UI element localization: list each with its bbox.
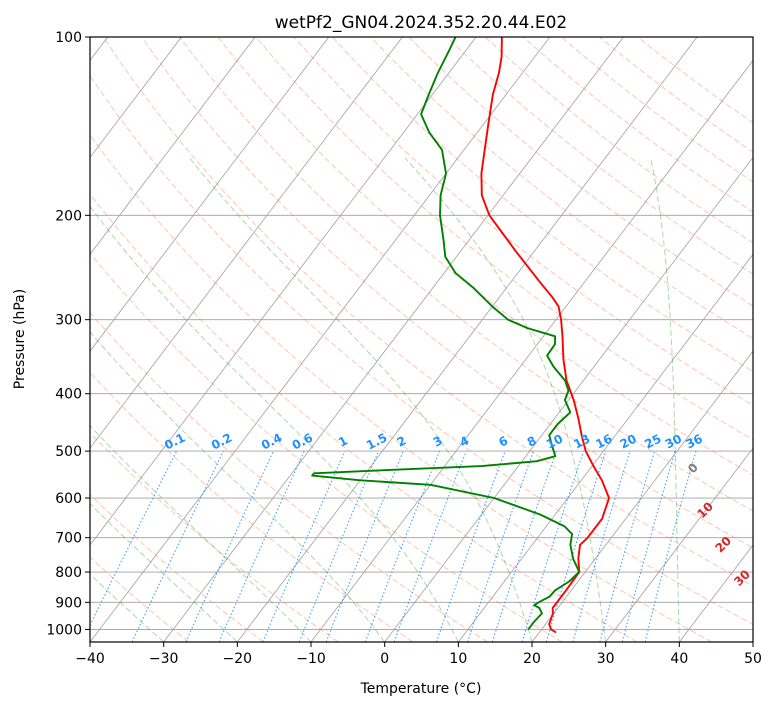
y-tick-label: 900	[55, 595, 82, 611]
x-tick-label: 10	[449, 651, 467, 667]
axes: −40 −30 −20 −10 0 10 20 30 40 50 100 200 300 400 500 60…	[46, 30, 762, 667]
mixing-ratio-line	[185, 450, 274, 642]
y-tick-label: 700	[55, 531, 82, 547]
moist-adiabat	[90, 205, 459, 642]
y-tick-label: 300	[55, 313, 82, 329]
y-axis-label: Pressure (hPa)	[12, 289, 28, 389]
y-tick-label: 100	[55, 30, 82, 46]
x-tick-label: −10	[296, 651, 326, 667]
moist-adiabat	[650, 157, 680, 642]
moist-adiabat	[90, 425, 312, 642]
dewpoint-profile	[311, 37, 581, 630]
dry-adiabat	[484, 37, 753, 244]
mixing-ratio-label: 16	[593, 432, 614, 452]
plot-frame	[89, 36, 754, 643]
mixing-ratio-label: 36	[684, 432, 705, 452]
mixing-ratio-line	[262, 450, 346, 642]
mixing-ratio-line	[545, 450, 607, 642]
isotherm-line	[384, 156, 753, 642]
dry-adiabat	[90, 74, 753, 625]
isotherm-line	[90, 37, 256, 255]
dry-adiabat	[255, 37, 753, 441]
mixing-ratio-line	[435, 450, 506, 642]
mixing-ratio-label: 13	[571, 432, 592, 452]
moist-adiabat	[404, 157, 607, 642]
moist-adiabat	[752, 627, 753, 642]
dry-adiabat	[90, 193, 638, 642]
mixing-ratio-line	[364, 450, 441, 642]
mixing-ratio-line	[218, 450, 305, 642]
x-tick-label: −40	[75, 651, 105, 667]
dry-adiabat	[90, 311, 488, 642]
mixing-ratio-line	[491, 450, 557, 642]
y-tick-label: 200	[55, 208, 82, 224]
isotherm-line	[90, 37, 551, 642]
dry-adiabat	[446, 37, 753, 275]
mixing-ratio-label: 10	[544, 432, 565, 452]
chart-title: wetPf2_GN04.2024.352.20.44.E02	[275, 13, 567, 33]
mixing-ratio-line	[298, 450, 380, 642]
isotherm-line	[752, 641, 753, 642]
x-tick-label: 0	[380, 651, 389, 667]
mixing-ratio-line	[521, 450, 585, 642]
y-tick-label: 500	[55, 444, 82, 460]
dry-adiabat	[90, 252, 563, 642]
temperature-profile	[480, 37, 610, 634]
mixing-ratio-label: 25	[642, 432, 663, 452]
dry-adiabat	[217, 37, 753, 476]
isotherm-line	[605, 447, 753, 642]
isotherm-line	[310, 59, 753, 642]
isotherm-line	[237, 37, 698, 642]
isotherm-line	[163, 37, 624, 642]
dry-adiabat	[522, 37, 753, 213]
moist-adiabat	[90, 502, 238, 642]
y-tick-label: 400	[55, 387, 82, 403]
moist-adiabat	[90, 331, 386, 642]
mixing-ratio-label: 20	[618, 432, 639, 452]
y-tick-label: 1000	[46, 622, 82, 638]
x-tick-label: 50	[744, 651, 762, 667]
mixing-ratio-label: 30	[663, 432, 684, 452]
mixing-ratio-line	[466, 450, 535, 642]
dry-adiabat	[103, 37, 753, 587]
x-tick-label: −30	[149, 651, 179, 667]
dry-adiabat	[179, 37, 753, 512]
dry-adiabat	[408, 37, 753, 307]
x-tick-label: −20	[223, 651, 253, 667]
plot-area	[90, 37, 753, 642]
dry-adiabat	[90, 371, 414, 642]
isotherm-line	[531, 350, 753, 642]
plot-layer	[90, 37, 753, 642]
dry-adiabat	[90, 432, 339, 642]
dry-adiabat	[332, 37, 753, 373]
x-tick-label: 20	[523, 651, 541, 667]
moist-adiabat	[189, 157, 533, 642]
isotherm-line	[458, 253, 753, 642]
isotherm-line	[90, 37, 477, 546]
y-tick-label: 800	[55, 565, 82, 581]
moist-adiabat	[90, 573, 165, 642]
isotherm-line	[90, 37, 182, 159]
dry-adiabat	[90, 134, 712, 642]
dry-adiabat	[141, 37, 753, 549]
x-axis-label: Temperature (°C)	[360, 681, 482, 697]
y-tick-label: 600	[55, 491, 82, 507]
x-tick-label: 30	[597, 651, 615, 667]
isotherm-line	[90, 37, 330, 352]
x-tick-label: 40	[670, 651, 688, 667]
isotherm-line	[90, 37, 403, 449]
dry-adiabat	[293, 37, 753, 406]
mixing-ratio-line	[393, 450, 467, 642]
